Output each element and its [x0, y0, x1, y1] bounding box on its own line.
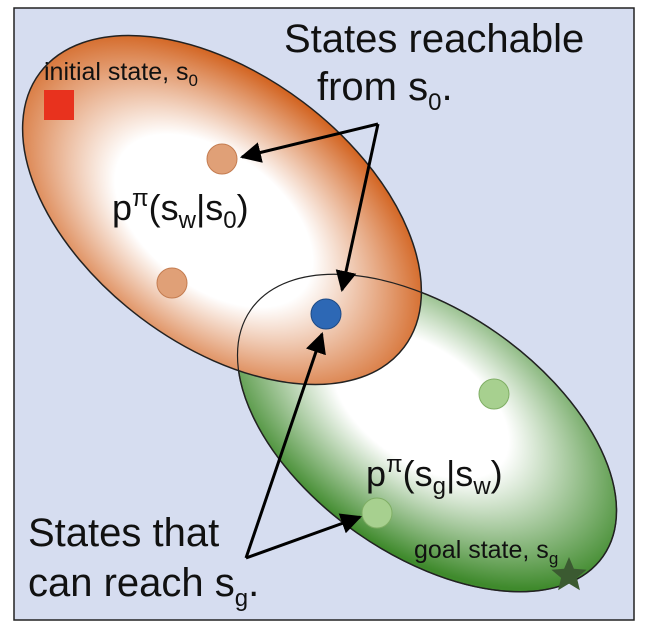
reachable-from-label-line2: from s0.: [317, 65, 453, 116]
initial-state-label: initial state, s0: [44, 58, 198, 90]
p-start-label: pπ(sw|s0): [112, 185, 249, 234]
p-goal-label: pπ(sg|sw): [366, 451, 503, 500]
goal-state-star-icon: [551, 557, 587, 591]
arrow-to-goal-dot: [245, 513, 362, 560]
start-reachable-dot: [206, 143, 238, 175]
start-reachable-dot: [156, 267, 188, 299]
goal-reaching-dot: [478, 378, 510, 410]
reachable-from-label-line1: States reachable: [284, 17, 584, 61]
can-reach-label-line2: can reach sg.: [28, 561, 259, 612]
arrow-to-waypoint-bottom: [244, 332, 326, 559]
arrow-to-start-dot: [239, 122, 379, 163]
arrow-to-waypoint-top: [335, 123, 380, 293]
waypoint-dot: [310, 298, 342, 330]
can-reach-label-line1: States that: [28, 511, 219, 555]
goal-state-label: goal state, sg: [414, 536, 558, 568]
initial-state-marker: [44, 90, 74, 120]
start-region: [21, 34, 423, 386]
goal-reaching-dot: [361, 497, 393, 529]
